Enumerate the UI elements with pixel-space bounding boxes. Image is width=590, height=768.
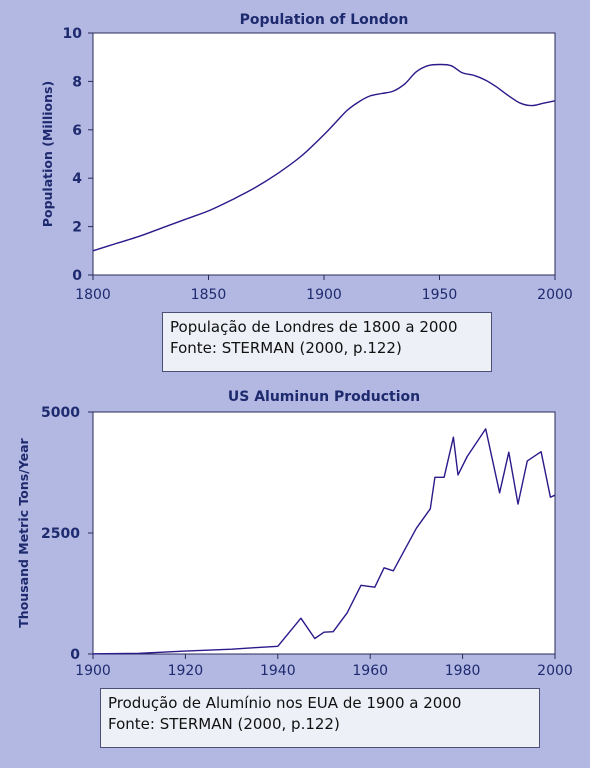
london-caption: População de Londres de 1800 a 2000 Font… [162, 312, 492, 372]
aluminum-x-tick-label: 1900 [75, 663, 111, 679]
london-chart: Population of London Population (Millions… [40, 12, 573, 303]
aluminum-chart-title: US Aluminun Production [228, 389, 420, 405]
aluminum-caption-title: Produção de Alumínio nos EUA de 1900 a 2… [108, 694, 462, 712]
london-chart-title: Population of London [240, 12, 409, 28]
aluminum-y-tick-label: 5000 [41, 405, 80, 421]
aluminum-plot-area [92, 411, 556, 655]
london-y-tick-label: 0 [72, 268, 82, 284]
london-x-tick-label: 1850 [191, 287, 227, 303]
london-y-tick-label: 10 [63, 26, 83, 42]
aluminum-caption: Produção de Alumínio nos EUA de 1900 a 2… [100, 688, 540, 748]
london-y-tick-label: 6 [72, 123, 82, 139]
aluminum-x-tick-label: 1920 [168, 663, 204, 679]
london-x-tick-label: 2000 [537, 287, 573, 303]
london-y-tick-label: 8 [72, 74, 82, 90]
london-series-line [92, 63, 556, 252]
london-plot-area [92, 32, 556, 276]
aluminum-x-tick-label: 2000 [537, 663, 573, 679]
aluminum-y-tick-label: 2500 [41, 526, 80, 542]
london-x-tick-label: 1800 [75, 287, 111, 303]
aluminum-caption-source: Fonte: STERMAN (2000, p.122) [108, 715, 340, 733]
aluminum-y-tick-label: 0 [70, 647, 80, 663]
london-x-tick-label: 1950 [422, 287, 458, 303]
aluminum-x-tick-label: 1940 [260, 663, 296, 679]
aluminum-series-line [92, 428, 556, 655]
london-y-tick-label: 2 [72, 220, 82, 236]
aluminum-x-tick-label: 1980 [445, 663, 481, 679]
london-caption-source: Fonte: STERMAN (2000, p.122) [170, 339, 402, 357]
aluminum-x-tick-label: 1960 [352, 663, 388, 679]
aluminum-y-axis-label: Thousand Metric Tons/Year [16, 437, 31, 627]
london-x-tick-label: 1900 [306, 287, 342, 303]
aluminum-chart: US Aluminun Production Thousand Metric To… [16, 389, 573, 679]
london-caption-title: População de Londres de 1800 a 2000 [170, 318, 458, 336]
london-y-tick-label: 4 [72, 171, 82, 187]
london-y-axis-label: Population (Millions) [40, 81, 55, 227]
